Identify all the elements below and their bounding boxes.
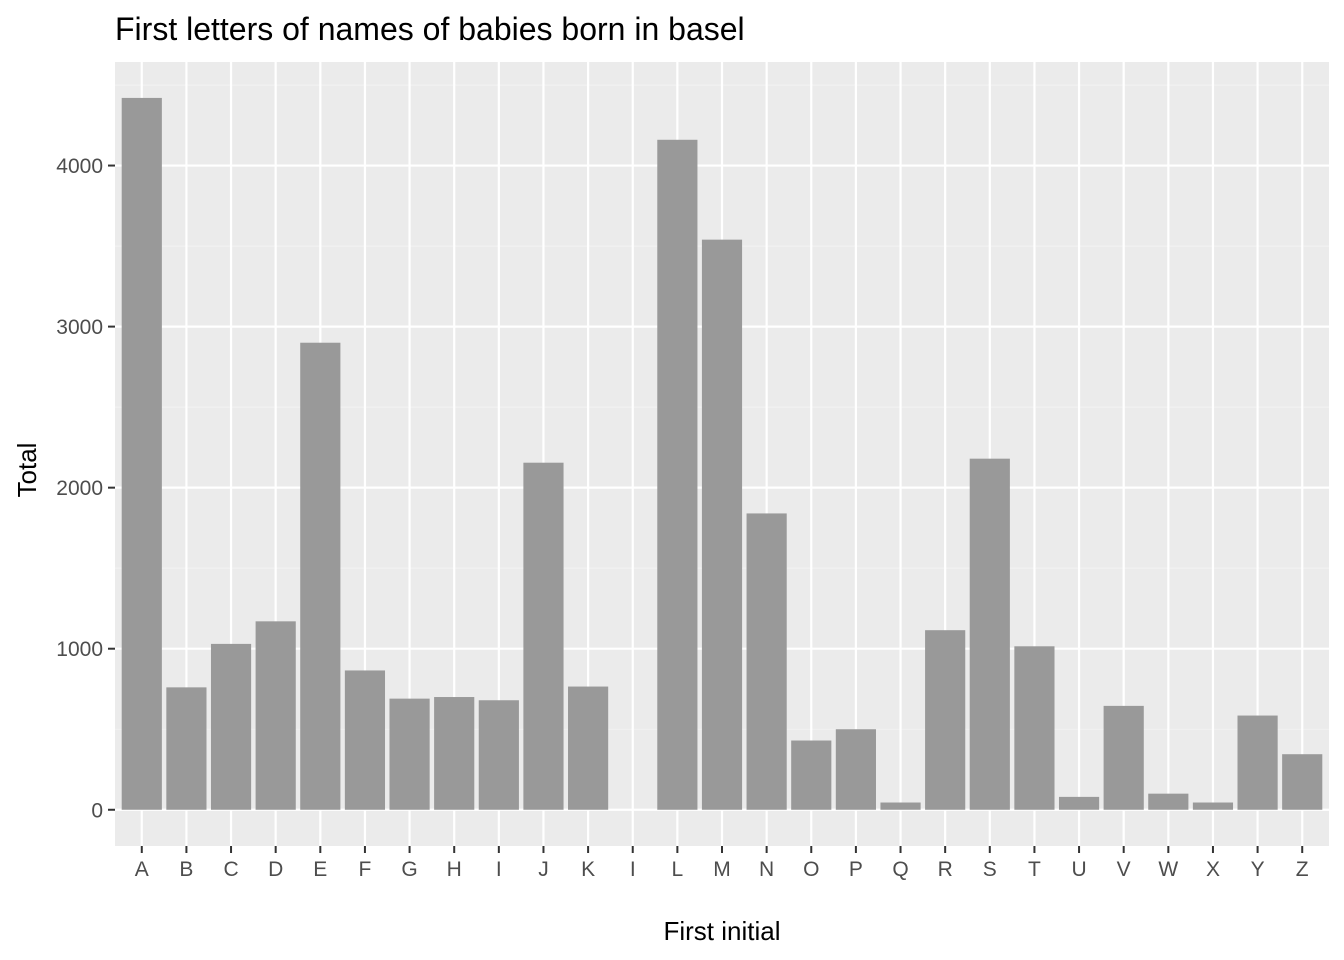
x-tick-label: W <box>1158 858 1178 881</box>
bar-k-10 <box>568 686 609 810</box>
y-tick-label: 1000 <box>56 638 103 661</box>
bar-s-19 <box>969 458 1010 810</box>
bar-x-24 <box>1192 802 1234 810</box>
bar-m-13 <box>701 239 743 810</box>
x-axis-title: First initial <box>663 916 780 946</box>
x-tick-label: N <box>759 858 774 881</box>
x-tick-label: S <box>983 858 997 881</box>
bar-a-0 <box>121 97 162 810</box>
bar-o-15 <box>791 740 832 810</box>
bar-t-20 <box>1014 646 1055 810</box>
chart-title: First letters of names of babies born in… <box>115 11 745 47</box>
x-tick-label: A <box>135 858 149 881</box>
bar-v-22 <box>1103 705 1144 810</box>
x-tick-label: C <box>223 858 238 881</box>
bar-p-16 <box>835 729 876 810</box>
bar-r-18 <box>925 630 966 810</box>
bar-c-2 <box>210 643 252 810</box>
x-tick-label: J <box>538 858 549 881</box>
x-tick-label: Y <box>1251 858 1265 881</box>
bar-q-17 <box>880 802 921 810</box>
y-tick-label: 4000 <box>56 155 103 178</box>
x-tick-label: M <box>713 858 731 881</box>
x-tick-label: E <box>313 858 327 881</box>
x-tick-label: I <box>496 858 502 881</box>
bar-layer <box>121 97 1323 810</box>
x-tick-label: X <box>1206 858 1220 881</box>
bar-i-8 <box>478 700 519 810</box>
y-tick-label: 2000 <box>56 477 103 500</box>
x-tick-label: T <box>1028 858 1041 881</box>
bar-l-12 <box>657 139 698 810</box>
bar-h-7 <box>434 697 475 810</box>
bar-d-3 <box>255 621 296 810</box>
y-tick-label: 0 <box>91 799 103 822</box>
bar-j-9 <box>523 462 564 810</box>
x-tick-label: Q <box>892 858 908 881</box>
bar-g-6 <box>389 698 430 810</box>
y-axis-title: Total <box>12 443 42 498</box>
y-tick-label: 3000 <box>56 316 103 339</box>
bar-z-26 <box>1282 754 1323 810</box>
bar-w-23 <box>1148 793 1189 810</box>
x-tick-label: Z <box>1296 858 1309 881</box>
x-tick-label: L <box>672 858 684 881</box>
x-tick-label: O <box>803 858 819 881</box>
bar-n-14 <box>746 513 787 810</box>
x-tick-label: I <box>630 858 636 881</box>
x-tick-label: V <box>1117 858 1131 881</box>
bar-f-5 <box>344 670 386 810</box>
x-tick-label: D <box>268 858 283 881</box>
x-tick-label: H <box>447 858 462 881</box>
bar-u-21 <box>1058 796 1100 810</box>
x-tick-label: U <box>1071 858 1086 881</box>
axis-layer: 0 1000 2000 3000 4000 A B C D E F G H I J K I L M N O P Q R S T U V… <box>56 155 1309 881</box>
x-tick-label: F <box>359 858 372 881</box>
x-tick-label: B <box>179 858 193 881</box>
x-tick-label: G <box>401 858 417 881</box>
x-tick-label: P <box>849 858 863 881</box>
x-tick-label: R <box>938 858 953 881</box>
bar-y-25 <box>1237 715 1278 810</box>
bar-e-4 <box>300 342 341 810</box>
bar-b-1 <box>166 687 207 810</box>
x-tick-label: K <box>581 858 595 881</box>
